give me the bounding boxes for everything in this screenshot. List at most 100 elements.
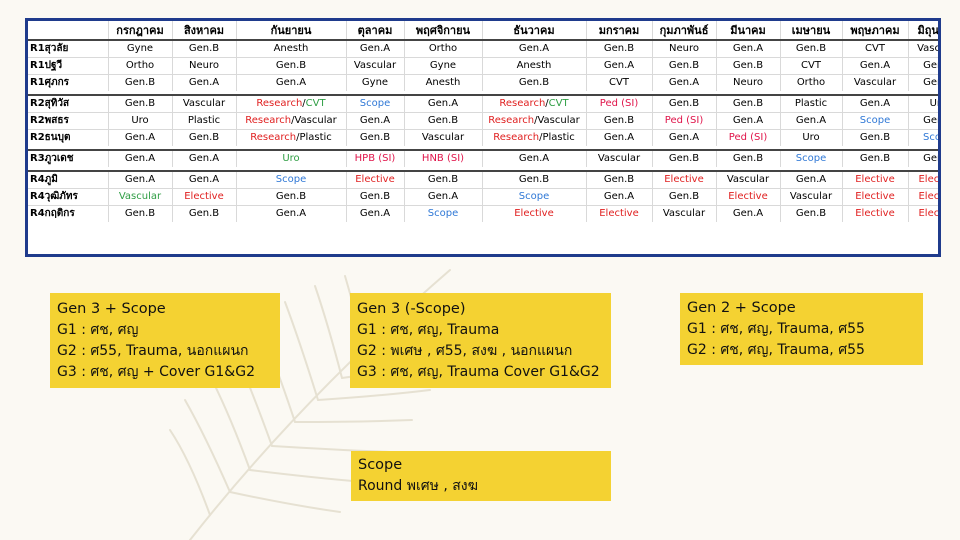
resident-name: R1ศุภกร [28,74,108,91]
resident-name: R4ภูมิ [28,170,108,189]
rotation-cell: Gen.B [403,112,482,130]
note-gen2-scope: Gen 2 + Scope G1 : ศช, ศญ, Trauma, ศ55 G… [680,293,923,365]
rotation-cell: Gen.A [651,74,716,91]
month-header: ตุลาคม [345,21,404,40]
rotation-cell: Gen.B [651,94,716,113]
note-line: Round พเศษ , สงฆ [358,478,478,494]
rotation-cell: Gen.B [651,57,716,75]
rotation-cell: Gen.B [585,170,652,189]
resident-name: R2ธนบุต [28,129,108,146]
rotation-cell: Gyne [107,39,172,58]
rotation-cell: Gen.A [235,74,346,91]
note-scope: Scope Round พเศษ , สงฆ [351,451,611,501]
resident-name: R1ปฐวี [28,57,108,75]
rotation-cell: Gen.A [403,94,482,113]
rotation-cell: Gen.B [235,57,346,75]
rotation-cell: Gen.B [171,129,236,146]
rotation-cell: Gen.A [345,205,404,222]
rotation-cell: Gen.B [715,149,780,167]
note-gen3-scope: Gen 3 + Scope G1 : ศช, ศญ G2 : ศ55, Trau… [50,293,280,388]
rotation-cell: Gen.B [779,39,842,58]
rotation-cell: Gen.A [907,57,938,75]
rotation-part: /Vascular [534,115,580,126]
rotation-cell: Elective [171,188,236,206]
rotation-cell: Gen.B [585,39,652,58]
rotation-cell: Ortho [779,74,842,91]
month-header: มีนาคม [715,21,780,40]
rotation-cell: Gen.B [107,74,172,91]
note-title: Scope [358,457,403,473]
rotation-cell: Gen.B [907,112,938,130]
note-title: Gen 3 + Scope [57,301,166,317]
rotation-part: Research [245,115,292,126]
rotation-cell: Gen.B [345,188,404,206]
rotation-cell: Gen.B [715,94,780,113]
rotation-cell: Gen.A [403,188,482,206]
rotation-cell: Gen.B [779,205,842,222]
rotation-cell: CVT [585,74,652,91]
rotation-cell: Gen.A [345,39,404,58]
rotation-cell: Vascular [651,205,716,222]
resident-row: R4กฤติกร Gen.B Gen.B Gen.A Gen.A Scope Electiv… [28,205,938,222]
rotation-cell: Ortho [107,57,172,75]
rotation-cell: Gen.A [235,205,346,222]
rotation-cell: Neuro [171,57,236,75]
rotation-cell: Uro [107,112,172,130]
rotation-cell: Gen.B [841,129,908,146]
rotation-cell: Gen.B [345,129,404,146]
rotation-cell: Uro [907,94,938,113]
rotation-part: Research [256,98,303,109]
rotation-cell: Scope [403,205,482,222]
schedule-body: R1สุวลัย Gyne Gen.B Anesth Gen.A Ortho Gen.A Ge… [28,39,938,222]
note-line: G2 : ศช, ศญ, Trauma, ศ55 [687,342,865,358]
month-header: พฤศจิกายน [403,21,482,40]
rotation-cell: Scope [345,94,404,113]
rotation-cell: Gen.A [107,149,172,167]
rotation-cell: Plastic [171,112,236,130]
rotation-cell: Gen.B [715,57,780,75]
rotation-cell: CVT [841,39,908,58]
rotation-cell: Gen.B [235,188,346,206]
resident-row: R4วุฒิภัทร Vascular Elective Gen.B Gen.B Gen.… [28,188,938,206]
rotation-cell: Vascular [107,188,172,206]
rotation-cell: Gen.B [403,170,482,189]
rotation-part: /Plastic [296,132,332,143]
rotation-cell: Gen.B [651,149,716,167]
rotation-cell: Gen.A [585,129,652,146]
month-header: กันยายน [235,21,346,40]
corner-cell [28,21,108,40]
month-header: สิงหาคม [171,21,236,40]
rotation-cell: Anesth [403,74,482,91]
rotation-cell: Gyne [403,57,482,75]
rotation-cell: Gen.A [779,170,842,189]
rotation-cell: Gen.B [481,170,586,189]
rotation-cell: Research/CVT [481,94,586,113]
rotation-cell: HNB (SI) [403,149,482,167]
note-line: G2 : ศ55, Trauma, นอกแผนก [57,343,249,359]
rotation-cell: Elective [841,188,908,206]
rotation-cell: Gen.B [107,94,172,113]
rotation-part: Research [250,132,297,143]
rotation-part: Research [499,98,546,109]
rotation-part: /Plastic [539,132,575,143]
rotation-cell: Gen.A [107,129,172,146]
rotation-cell: Scope [907,129,938,146]
rotation-cell: Gen.A [585,188,652,206]
month-header: กรกฎาคม [107,21,172,40]
note-line: G1 : ศช, ศญ [57,322,139,338]
rotation-cell: HPB (SI) [345,149,404,167]
resident-name: R2พสธร [28,112,108,130]
rotation-cell: Gen.A [171,74,236,91]
note-line: G3 : ศช, ศญ + Cover G1&G2 [57,364,255,380]
rotation-cell: Plastic [779,94,842,113]
month-header: มกราคม [585,21,652,40]
month-header: ธันวาคม [481,21,586,40]
rotation-cell: Gen.B [171,39,236,58]
rotation-schedule: กรกฎาคม สิงหาคม กันยายน ตุลาคม พฤศจิกายน… [25,18,941,257]
resident-row: R3ภูวเดช Gen.A Gen.A Uro HPB (SI) HNB (SI) Gen… [28,149,938,167]
resident-row: R2พสธร Uro Plastic Research/Vascular Gen.A Ge… [28,112,938,130]
rotation-cell: Ped (SI) [651,112,716,130]
rotation-cell: Gen.B [585,112,652,130]
rotation-cell: Scope [841,112,908,130]
rotation-cell: Gen.A [107,170,172,189]
